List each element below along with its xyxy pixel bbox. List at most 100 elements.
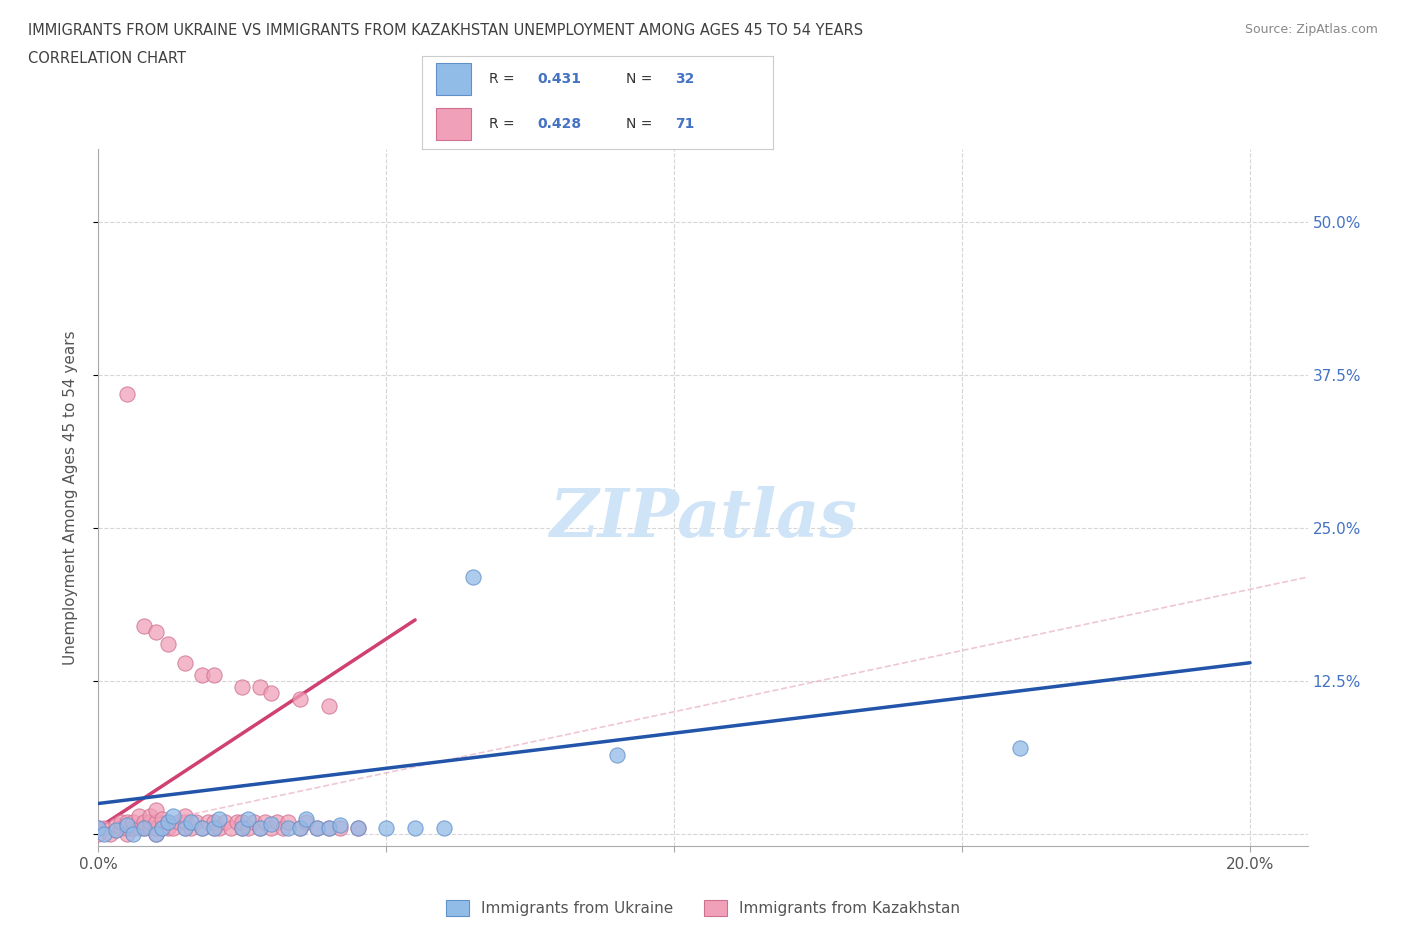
Point (271, 820, 294, 835)
Point (128, 820, 150, 835)
Point (404, 820, 426, 835)
Point (318, 820, 340, 835)
Point (191, 820, 214, 835)
Point (307, 820, 329, 835)
Point (139, 808, 162, 823)
Point (173, 820, 195, 835)
Point (318, 698, 340, 713)
Point (115, 818, 138, 833)
Point (606, 747, 628, 762)
Point (156, 815, 179, 830)
Point (1008, 741, 1031, 756)
Point (260, 686, 283, 701)
Point (122, 827, 145, 842)
Text: R =: R = (489, 72, 519, 86)
Point (277, 815, 299, 830)
Point (346, 820, 368, 835)
Point (98, 827, 121, 842)
Text: IMMIGRANTS FROM UKRAINE VS IMMIGRANTS FROM KAZAKHSTAN UNEMPLOYMENT AMONG AGES 45: IMMIGRANTS FROM UKRAINE VS IMMIGRANTS FR… (28, 23, 863, 38)
Point (93, 820, 115, 835)
Text: 0.428: 0.428 (538, 116, 582, 131)
Text: N =: N = (626, 116, 657, 131)
Point (150, 820, 173, 835)
Point (110, 815, 132, 830)
Point (254, 815, 277, 830)
Legend: Immigrants from Ukraine, Immigrants from Kazakhstan: Immigrants from Ukraine, Immigrants from… (440, 894, 966, 923)
Point (236, 820, 259, 835)
Point (134, 815, 156, 830)
Text: 32: 32 (675, 72, 695, 86)
Point (288, 820, 311, 835)
Point (294, 812, 316, 827)
Point (93, 827, 115, 842)
Point (307, 820, 329, 835)
Point (260, 820, 283, 835)
Point (249, 680, 271, 695)
Point (122, 820, 145, 835)
Point (180, 820, 202, 835)
Point (115, 820, 138, 835)
Point (156, 815, 179, 830)
Point (150, 812, 173, 827)
Point (122, 815, 145, 830)
Bar (436, 63, 471, 95)
Point (202, 668, 225, 683)
Point (433, 820, 456, 835)
Point (191, 820, 214, 835)
Point (294, 815, 316, 830)
Point (288, 820, 311, 835)
Point (180, 815, 202, 830)
Point (87, 820, 110, 835)
Text: 0.431: 0.431 (538, 72, 582, 86)
Point (461, 570, 484, 585)
Point (139, 815, 162, 830)
Point (150, 820, 173, 835)
Point (231, 820, 253, 835)
Point (104, 823, 127, 838)
Point (249, 820, 271, 835)
Point (191, 668, 214, 683)
Point (115, 815, 138, 830)
Point (156, 820, 179, 835)
Point (115, 386, 138, 401)
Text: CORRELATION CHART: CORRELATION CHART (28, 51, 186, 66)
Point (329, 818, 352, 833)
Point (139, 820, 162, 835)
Point (202, 815, 225, 830)
Point (134, 618, 156, 633)
Point (145, 820, 167, 835)
Y-axis label: Unemployment Among Ages 45 to 54 years: Unemployment Among Ages 45 to 54 years (63, 330, 77, 665)
Point (202, 820, 225, 835)
Point (128, 808, 150, 823)
Point (202, 820, 225, 835)
Point (104, 823, 127, 838)
Point (243, 815, 266, 830)
Point (104, 818, 127, 833)
Point (329, 820, 352, 835)
Point (167, 815, 190, 830)
Point (288, 692, 311, 707)
Point (219, 820, 242, 835)
Point (231, 815, 253, 830)
Point (318, 820, 340, 835)
Point (145, 803, 167, 817)
Bar (436, 108, 471, 140)
Text: Source: ZipAtlas.com: Source: ZipAtlas.com (1244, 23, 1378, 36)
Text: 71: 71 (675, 116, 695, 131)
Point (145, 827, 167, 842)
Point (208, 812, 231, 827)
Point (156, 637, 179, 652)
Point (236, 812, 259, 827)
Point (134, 820, 156, 835)
Point (145, 815, 167, 830)
Point (214, 815, 236, 830)
Point (115, 827, 138, 842)
Point (249, 820, 271, 835)
Point (197, 815, 219, 830)
Point (346, 820, 368, 835)
Point (110, 820, 132, 835)
Point (173, 808, 195, 823)
Point (162, 820, 184, 835)
Point (145, 827, 167, 842)
Point (225, 815, 247, 830)
